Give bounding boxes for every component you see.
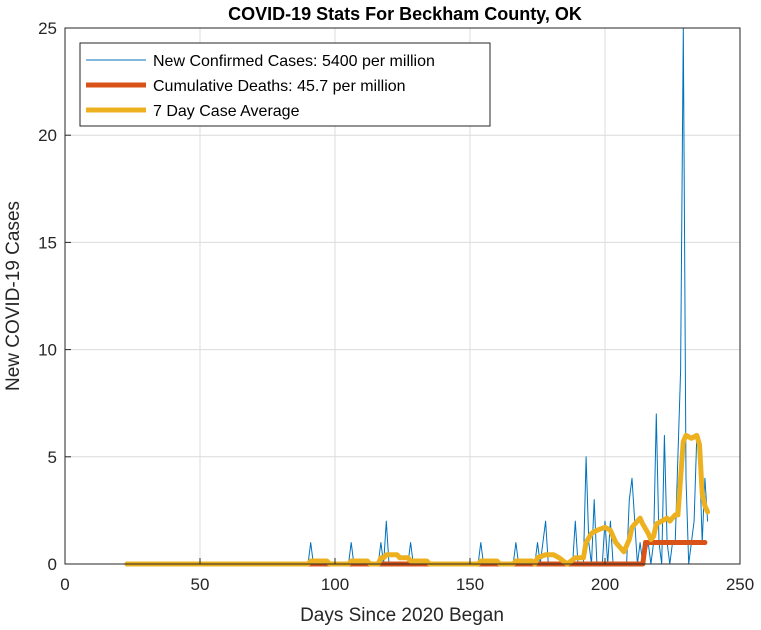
y-tick-label: 10 <box>38 341 57 360</box>
tick-labels: 0 50 100 150 200 250 0 5 10 15 20 25 <box>38 19 754 594</box>
y-tick-label: 25 <box>38 19 57 38</box>
chart-title: COVID-19 Stats For Beckham County, OK <box>228 4 582 24</box>
plot-frame <box>64 27 741 565</box>
legend-label: New Confirmed Cases: 5400 per million <box>153 53 435 70</box>
y-tick-label: 15 <box>38 233 57 252</box>
x-tick-label: 150 <box>456 575 484 594</box>
x-tick-label: 50 <box>191 575 210 594</box>
y-tick-label: 20 <box>38 126 57 145</box>
legend-new-cases: New Confirmed Cases: 5400 per million <box>86 53 435 70</box>
x-tick-label: 0 <box>60 575 69 594</box>
x-tick-label: 100 <box>321 575 349 594</box>
y-axis-label: New COVID-19 Cases <box>3 201 24 391</box>
legend-label: 7 Day Case Average <box>153 103 300 120</box>
legend-label: Cumulative Deaths: 45.7 per million <box>153 78 406 95</box>
legend-box <box>79 42 491 127</box>
x-axis-label: Days Since 2020 Began <box>300 605 504 626</box>
legend-cumulative-deaths: Cumulative Deaths: 45.7 per million <box>86 78 406 95</box>
legend-seven-day-average: 7 Day Case Average <box>86 103 300 120</box>
legend: New Confirmed Cases: 5400 per million Cum… <box>79 42 491 127</box>
y-tick-label: 0 <box>48 555 57 574</box>
y-tick-label: 5 <box>48 448 57 467</box>
x-tick-label: 200 <box>591 575 619 594</box>
x-tick-label: 250 <box>726 575 754 594</box>
